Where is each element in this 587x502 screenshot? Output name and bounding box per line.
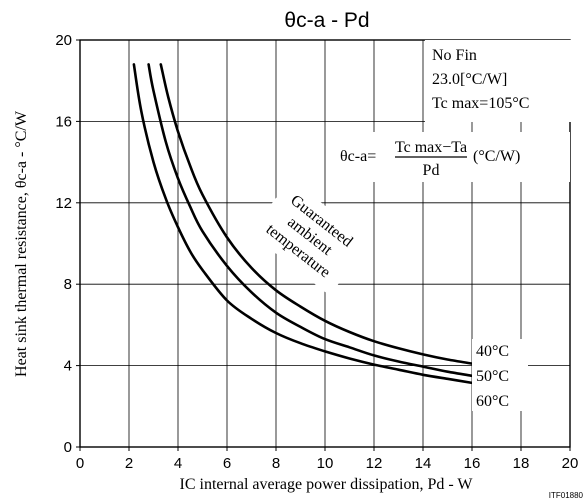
y-tick-label: 20 [55, 32, 72, 49]
formula-numerator: Tc max−Ta [395, 139, 467, 156]
series-label-40c: 40°C [476, 343, 509, 360]
series-lines [132, 63, 474, 385]
chart-title: θc-a - Pd [284, 9, 369, 32]
x-tick-label: 14 [415, 455, 432, 472]
axes: 0 2 4 6 8 10 12 14 16 18 20 0 4 8 12 16 20 [55, 32, 578, 472]
series-labels: 40°C 50°C 60°C [472, 339, 528, 411]
series-label-60c: 60°C [476, 393, 509, 410]
info-box: No Fin 23.0[°C/W] Tc max=105°C [425, 40, 571, 122]
series-line-50c [147, 63, 474, 378]
y-tick-label: 12 [55, 195, 72, 212]
series-line-40c [159, 63, 474, 365]
guaranteed-ambient-annotation: Guaranteed ambient temperature [249, 178, 372, 296]
formula-unit: (°C/W) [473, 148, 520, 165]
formula: θc-a= Tc max−Ta Pd (°C/W) [334, 132, 570, 182]
y-tick-label: 16 [55, 113, 72, 130]
y-tick-label: 4 [64, 358, 72, 375]
x-tick-label: 12 [366, 455, 383, 472]
x-tick-label: 16 [464, 455, 481, 472]
x-tick-label: 18 [513, 455, 530, 472]
series-label-50c: 50°C [476, 368, 509, 385]
x-tick-label: 4 [174, 455, 182, 472]
formula-denominator: Pd [423, 162, 440, 179]
series-line-60c [132, 63, 474, 385]
x-tick-label: 2 [125, 455, 133, 472]
plot-frame [79, 39, 571, 448]
y-tick-label: 8 [64, 276, 72, 293]
x-axis-label: IC internal average power dissipation, P… [180, 476, 474, 493]
info-box-background [425, 40, 571, 122]
y-axis-label: Heat sink thermal resistance, θc-a - °C/… [13, 110, 30, 377]
x-tick-label: 6 [223, 455, 231, 472]
x-tick-label: 0 [76, 455, 84, 472]
figure-code: ITF01880 [549, 491, 584, 500]
info-box-line-3: Tc max=105°C [432, 95, 529, 112]
y-tick-label: 0 [64, 439, 72, 456]
info-box-line-2: 23.0[°C/W] [432, 71, 507, 88]
x-tick-label: 10 [317, 455, 334, 472]
info-box-line-1: No Fin [432, 47, 477, 64]
annotation-background [249, 178, 372, 296]
formula-lhs: θc-a= [340, 148, 376, 165]
x-tick-label: 20 [562, 455, 579, 472]
x-tick-label: 8 [272, 455, 280, 472]
series-labels-background [472, 339, 528, 411]
